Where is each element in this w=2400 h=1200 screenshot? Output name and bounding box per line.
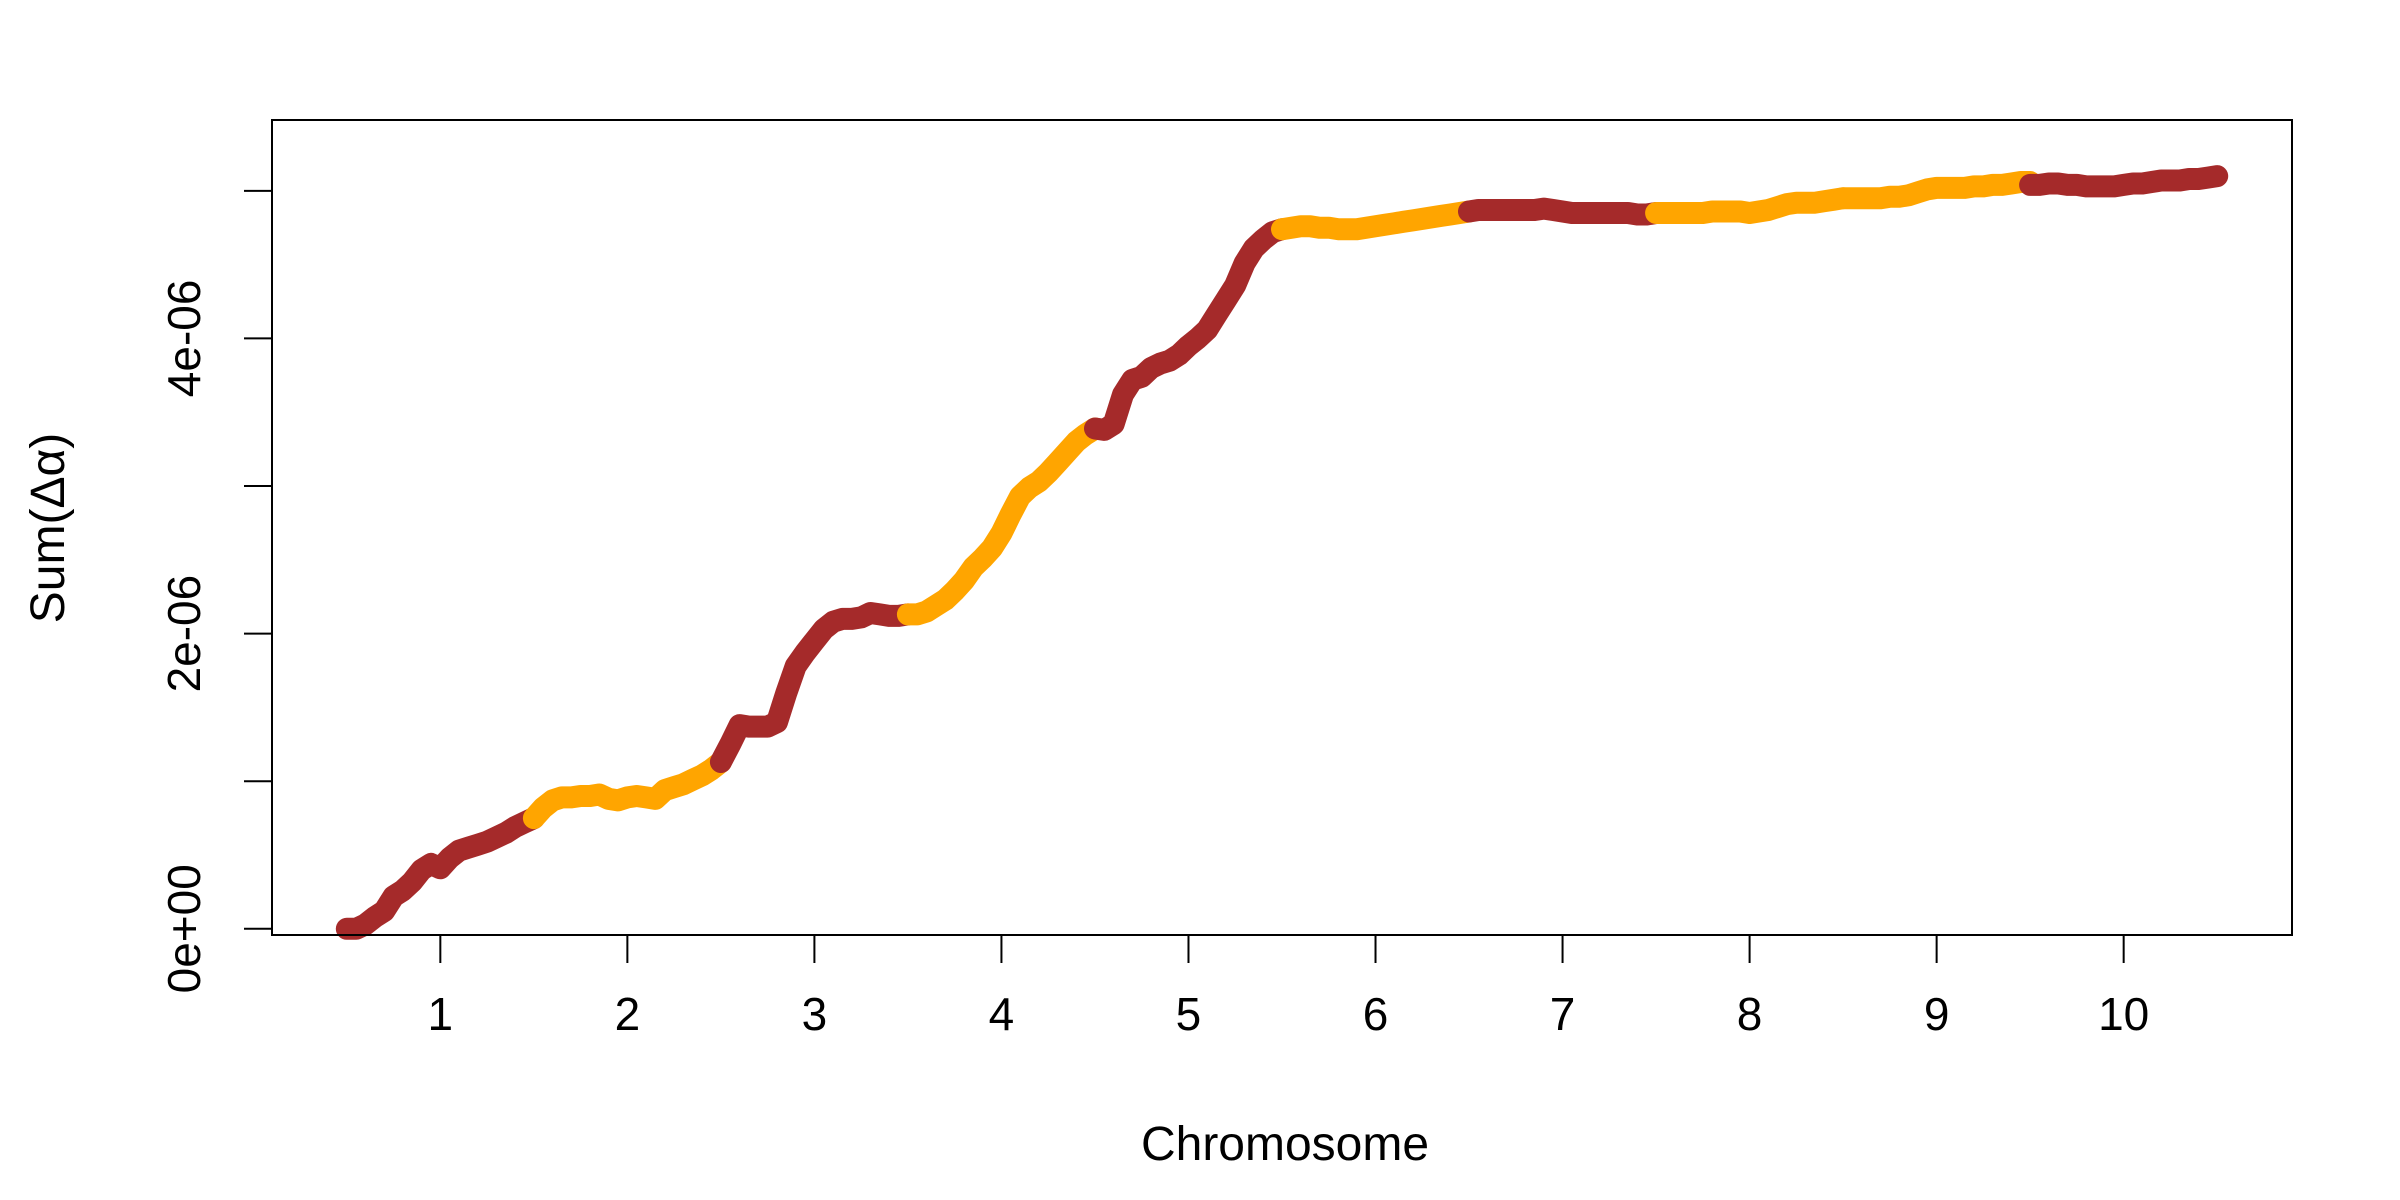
series-line-chromosome-5 bbox=[1084, 218, 1293, 441]
x-tick-label: 10 bbox=[2098, 988, 2149, 1040]
y-tick-label: 0e+00 bbox=[158, 864, 210, 993]
x-tick-label: 4 bbox=[989, 988, 1015, 1040]
series-line-chromosome-7 bbox=[1458, 197, 1668, 226]
y-tick-label: 4e-06 bbox=[158, 280, 210, 398]
series-layer bbox=[335, 165, 2229, 940]
plot-frame bbox=[271, 119, 2293, 936]
y-tick-label: 2e-06 bbox=[158, 575, 210, 693]
series-line-chromosome-2 bbox=[522, 751, 732, 830]
x-tick-label: 2 bbox=[615, 988, 641, 1040]
series-line-chromosome-10 bbox=[2019, 165, 2229, 198]
series-line-chromosome-6 bbox=[1271, 200, 1480, 241]
x-tick-label: 5 bbox=[1176, 988, 1202, 1040]
series-line-chromosome-4 bbox=[896, 417, 1106, 626]
x-axis-title: Chromosome bbox=[1141, 1118, 1429, 1171]
x-tick-label: 1 bbox=[428, 988, 454, 1040]
series-line-chromosome-1 bbox=[335, 807, 545, 940]
series-line-chromosome-3 bbox=[709, 602, 919, 773]
x-tick-label: 7 bbox=[1550, 988, 1576, 1040]
x-tick-label: 8 bbox=[1737, 988, 1763, 1040]
x-tick-label: 3 bbox=[802, 988, 828, 1040]
x-axis: 1 2 3 4 5 6 7 8 9 10 bbox=[428, 935, 2149, 1040]
series-line-chromosome-8 bbox=[1645, 187, 1855, 224]
y-axis-title: Sum(Δα) bbox=[22, 433, 75, 623]
series-line-chromosome-9 bbox=[1832, 171, 2042, 210]
x-tick-label: 6 bbox=[1363, 988, 1389, 1040]
y-axis: 0e+00 2e-06 4e-06 bbox=[158, 189, 272, 993]
x-tick-label: 9 bbox=[1924, 988, 1950, 1040]
